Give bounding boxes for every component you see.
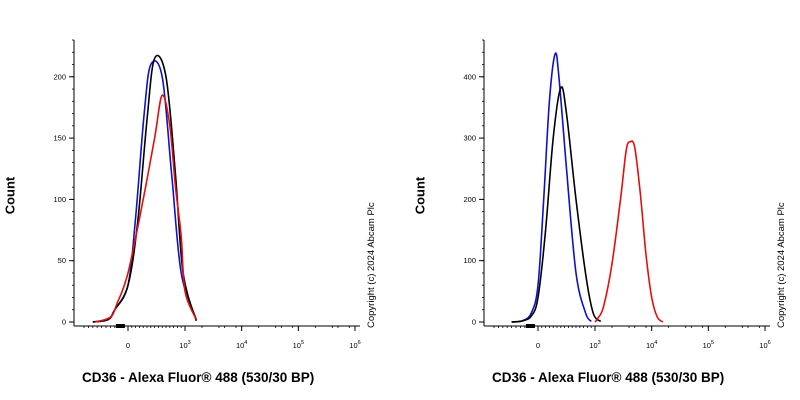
x-axis-label: CD36 - Alexa Fluor® 488 (530/30 BP) (82, 370, 315, 385)
y-tick-label: 100 (53, 195, 66, 204)
x-tick-label: 105 (293, 340, 304, 350)
y-tick-label: 0 (472, 318, 476, 327)
y-tick-label: 0 (62, 318, 66, 327)
left-histogram-panel: Count 0 50 100 150 200 0 103 104 105 106 Copyrigh… (3, 39, 377, 385)
y-tick-label: 200 (463, 195, 476, 204)
y-tick-label: 200 (53, 72, 66, 81)
x-tick-label: 0 (536, 341, 540, 350)
x-tick-label: 103 (179, 340, 190, 350)
x-tick-label: 106 (759, 340, 770, 350)
y-tick-label: 100 (463, 256, 476, 265)
y-tick-label: 300 (463, 134, 476, 143)
copyright-notice: Copyright (c) 2024 Abcam Plc (366, 202, 377, 328)
x-tick-label: 103 (589, 340, 600, 350)
y-tick-label: 150 (53, 134, 66, 143)
histogram-chart-left: 0 50 100 150 200 0 103 104 105 106 (53, 39, 361, 350)
y-tick-label: 50 (58, 256, 66, 265)
x-axis-label: CD36 - Alexa Fluor® 488 (530/30 BP) (492, 370, 725, 385)
right-histogram-panel: Count 0 100 200 300 400 0 103 104 105 106 Copyrig… (410, 0, 800, 400)
isotype-histogram-line (511, 86, 602, 323)
copyright-notice: Copyright (c) 2024 Abcam Plc (776, 202, 787, 328)
stained-histogram-line (94, 94, 198, 323)
x-tick-label: 106 (349, 340, 360, 350)
zero-cluster-mark (115, 324, 125, 328)
stained-histogram-line (594, 140, 664, 323)
x-tick-label: 104 (236, 340, 247, 350)
x-tick-label: 105 (703, 340, 714, 350)
x-tick-label: 104 (646, 340, 657, 350)
x-tick-label: 0 (126, 341, 130, 350)
histogram-chart-right: 0 100 200 300 400 0 103 104 105 106 (463, 39, 771, 350)
unstained-histogram-line (511, 52, 592, 323)
y-tick-label: 400 (463, 72, 476, 81)
zero-cluster-mark (525, 324, 535, 328)
